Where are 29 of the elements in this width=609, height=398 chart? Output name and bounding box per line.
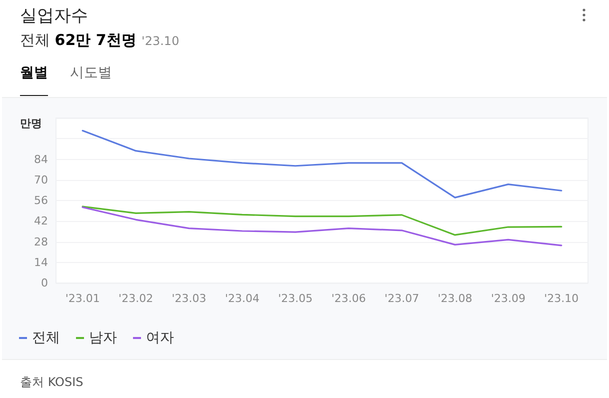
x-tick-label: '23.05 <box>278 292 313 305</box>
y-tick-label: 84 <box>34 152 48 166</box>
x-tick-label: '23.02 <box>118 292 154 305</box>
y-tick-label: 42 <box>34 214 48 228</box>
source-note: 출처 KOSIS <box>20 374 84 391</box>
chart-subtitle: 전체 62만 7천명 '23.10 <box>20 31 180 49</box>
x-tick-label: '23.08 <box>438 292 472 305</box>
chart-title: 실업자수 <box>20 5 88 27</box>
legend-label: 남자 <box>89 330 117 346</box>
legend-label: 여자 <box>146 330 174 346</box>
text: 월별 <box>20 64 48 82</box>
y-tick-label: 0 <box>41 276 48 290</box>
x-tick-label: '23.07 <box>384 292 420 305</box>
line-series <box>82 206 562 236</box>
y-tick-label: 56 <box>34 194 48 207</box>
x-tick-label: '23.01 <box>65 292 100 305</box>
y-tick-label: 14 <box>34 256 48 269</box>
y-axis-title: 만명 <box>20 117 42 130</box>
legend-label: 전체 <box>32 330 60 346</box>
text: 시도별 <box>70 64 112 82</box>
x-tick-label: '23.10 <box>544 292 579 305</box>
x-tick-label: '23.04 <box>224 292 260 305</box>
y-tick-label: 70 <box>34 173 48 186</box>
line-series <box>82 206 562 246</box>
y-tick-label: 28 <box>34 235 48 248</box>
x-tick-label: '23.03 <box>172 292 206 305</box>
line-series <box>82 130 562 198</box>
x-tick-label: '23.09 <box>490 292 526 305</box>
x-tick-label: '23.06 <box>331 292 366 305</box>
